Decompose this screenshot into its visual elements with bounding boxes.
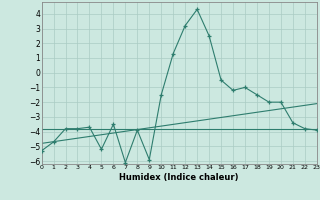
X-axis label: Humidex (Indice chaleur): Humidex (Indice chaleur): [119, 173, 239, 182]
